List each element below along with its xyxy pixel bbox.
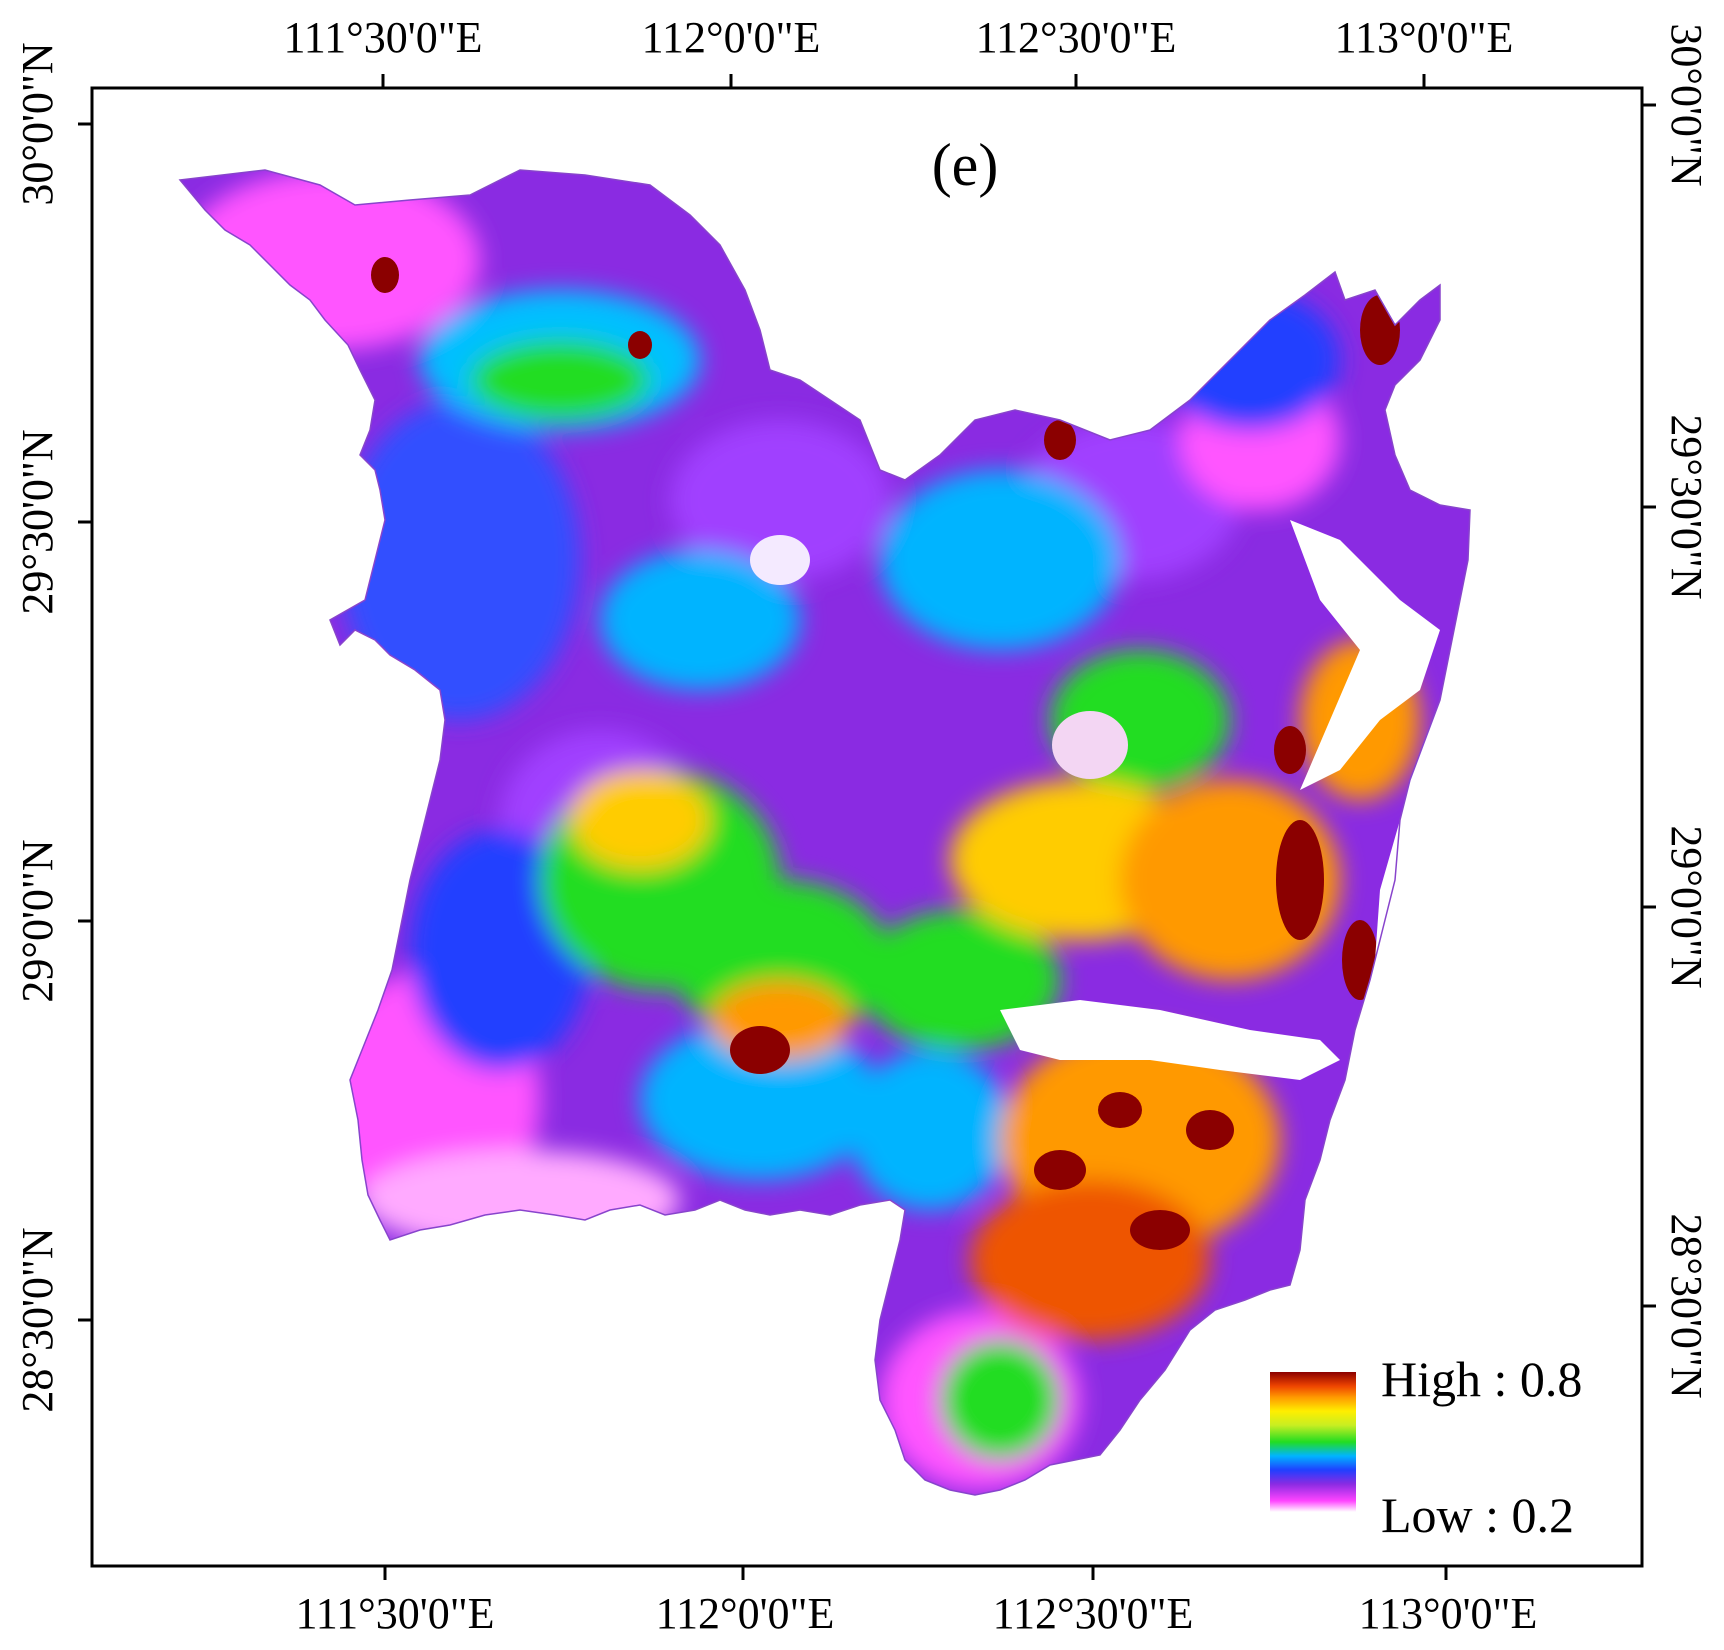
left-tick-label-2: 29°30'0"N [13, 429, 62, 614]
right-tick-label-3: 29°0'0"N [1662, 825, 1711, 988]
right-tick-label-2: 29°30'0"N [1662, 414, 1711, 599]
high-value-patches [371, 257, 1400, 1250]
map-frame [90, 86, 1644, 1568]
legend-high-label: High : 0.8 [1381, 1351, 1582, 1407]
bottom-tick-label-4: 113°0'0"E [1359, 1589, 1538, 1638]
bottom-tick-label-1: 111°30'0"E [295, 1589, 494, 1638]
legend: High : 0.8 Low : 0.2 [1270, 1351, 1582, 1543]
top-tick-label-3: 112°30'0"E [976, 13, 1177, 62]
left-tick-label-1: 30°0'0"N [13, 42, 62, 205]
bottom-tick-label-3: 112°30'0"E [993, 1589, 1194, 1638]
right-tick-label-4: 28°30'0"N [1662, 1213, 1711, 1398]
tick-marks [78, 74, 1656, 1580]
legend-low-label: Low : 0.2 [1381, 1487, 1574, 1543]
left-tick-label-3: 29°0'0"N [13, 839, 62, 1002]
top-tick-label-1: 111°30'0"E [283, 13, 482, 62]
study-area-raster [180, 170, 1470, 1495]
panel-label: (e) [932, 132, 999, 198]
bottom-tick-label-2: 112°0'0"E [656, 1589, 835, 1638]
top-tick-label-4: 113°0'0"E [1335, 13, 1514, 62]
water-bodies [750, 520, 1440, 1080]
right-tick-label-1: 30°0'0"N [1662, 23, 1711, 186]
left-tick-label-4: 28°30'0"N [13, 1227, 62, 1412]
top-tick-label-2: 112°0'0"E [642, 13, 821, 62]
legend-color-ramp [1270, 1372, 1356, 1512]
